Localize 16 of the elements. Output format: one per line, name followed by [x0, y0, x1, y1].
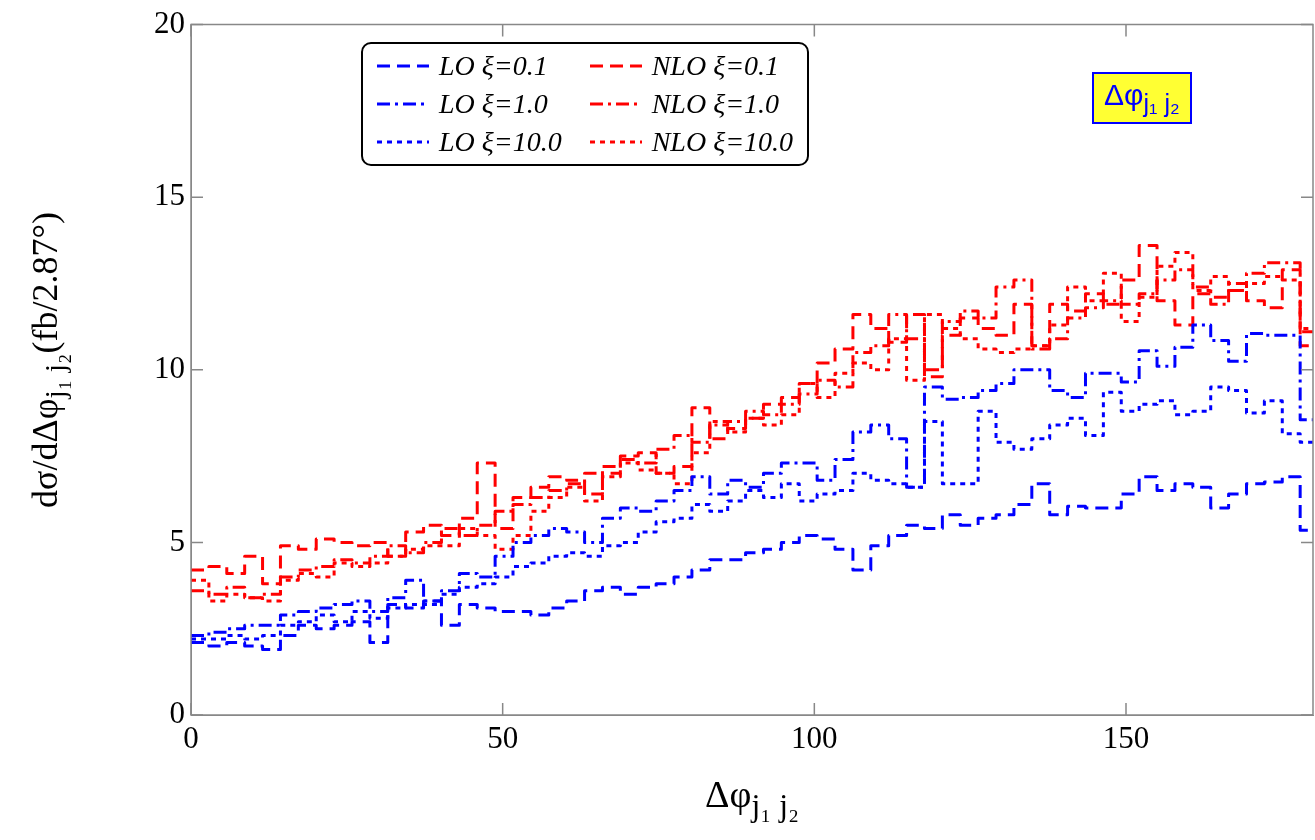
legend-label: NLO ξ=10.0 — [651, 126, 794, 158]
annotation: Δφ$_{j₁ j₂}$ — [1092, 72, 1192, 124]
y-tick-label: 5 — [169, 522, 185, 558]
legend-label: NLO ξ=0.1 — [651, 50, 780, 82]
x-tick-label: 50 — [487, 719, 519, 755]
legend-label: LO ξ=1.0 — [439, 88, 548, 120]
x-axis-title: Δφ$_{j₁ j₂}$ — [704, 772, 800, 824]
x-tick-label: 150 — [1102, 719, 1150, 755]
legend-label: NLO ξ=1.0 — [651, 88, 780, 120]
y-tick-label: 0 — [169, 695, 185, 731]
legend-label: LO ξ=10.0 — [439, 126, 562, 158]
y-tick-label: 15 — [154, 177, 185, 213]
y-tick-label: 10 — [154, 349, 185, 385]
x-tick-label: 100 — [791, 719, 838, 755]
legend-label: LO ξ=0.1 — [439, 50, 548, 82]
y-tick-label: 20 — [154, 4, 185, 40]
